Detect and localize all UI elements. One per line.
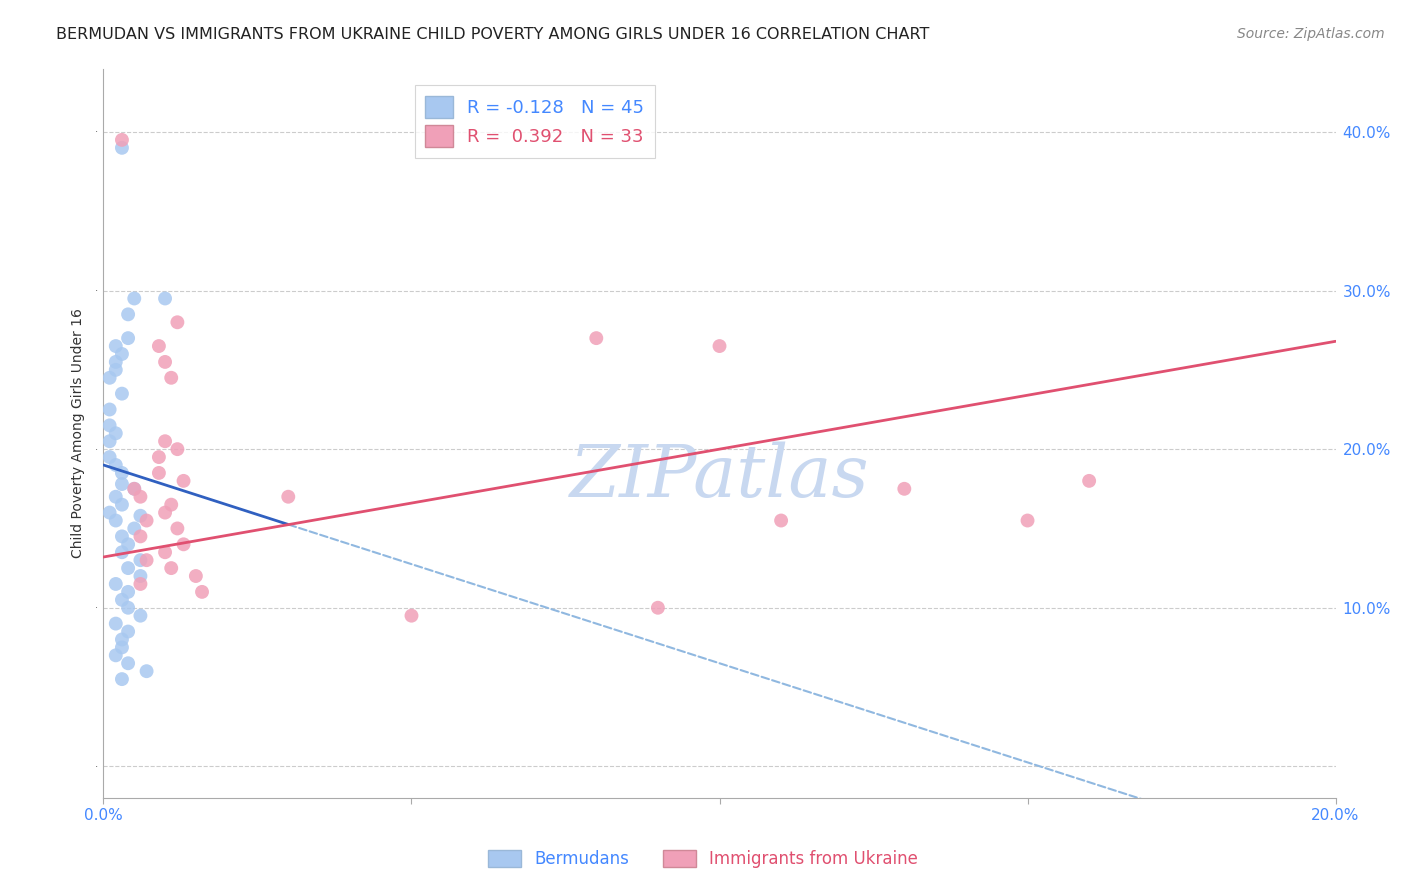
Point: [111, 592, 134, 607]
Point: [166, 521, 188, 535]
Point: [111, 477, 134, 491]
Point: [148, 450, 170, 464]
Point: [129, 577, 152, 591]
Legend: R = -0.128   N = 45, R =  0.392   N = 33: R = -0.128 N = 45, R = 0.392 N = 33: [415, 85, 655, 158]
Point: [117, 585, 139, 599]
Point: [117, 657, 139, 671]
Point: [117, 307, 139, 321]
Text: Source: ZipAtlas.com: Source: ZipAtlas.com: [1237, 27, 1385, 41]
Point: [104, 339, 127, 353]
Point: [104, 426, 127, 441]
Legend: Bermudans, Immigrants from Ukraine: Bermudans, Immigrants from Ukraine: [481, 843, 925, 875]
Point: [104, 616, 127, 631]
Point: [117, 624, 139, 639]
Point: [111, 632, 134, 647]
Point: [191, 585, 214, 599]
Point: [148, 339, 170, 353]
Point: [104, 514, 127, 528]
Point: [709, 339, 731, 353]
Point: [104, 363, 127, 377]
Point: [148, 466, 170, 480]
Point: [122, 521, 145, 535]
Point: [135, 514, 157, 528]
Point: [111, 141, 134, 155]
Point: [129, 608, 152, 623]
Point: [893, 482, 915, 496]
Point: [104, 458, 127, 472]
Point: [153, 506, 176, 520]
Point: [122, 482, 145, 496]
Point: [111, 545, 134, 559]
Point: [111, 386, 134, 401]
Point: [160, 561, 183, 575]
Point: [135, 553, 157, 567]
Point: [111, 672, 134, 686]
Point: [166, 315, 188, 329]
Point: [111, 498, 134, 512]
Point: [160, 371, 183, 385]
Point: [129, 553, 152, 567]
Point: [173, 537, 195, 551]
Point: [104, 577, 127, 591]
Point: [117, 600, 139, 615]
Point: [585, 331, 607, 345]
Point: [111, 466, 134, 480]
Point: [98, 402, 121, 417]
Point: [153, 434, 176, 449]
Point: [111, 529, 134, 543]
Point: [770, 514, 793, 528]
Point: [166, 442, 188, 457]
Point: [173, 474, 195, 488]
Point: [401, 608, 423, 623]
Point: [117, 561, 139, 575]
Point: [647, 600, 669, 615]
Point: [129, 529, 152, 543]
Point: [117, 331, 139, 345]
Point: [153, 355, 176, 369]
Point: [129, 490, 152, 504]
Point: [117, 537, 139, 551]
Text: BERMUDAN VS IMMIGRANTS FROM UKRAINE CHILD POVERTY AMONG GIRLS UNDER 16 CORRELATI: BERMUDAN VS IMMIGRANTS FROM UKRAINE CHIL…: [56, 27, 929, 42]
Point: [1078, 474, 1101, 488]
Y-axis label: Child Poverty Among Girls Under 16: Child Poverty Among Girls Under 16: [72, 309, 86, 558]
Point: [98, 506, 121, 520]
Point: [122, 292, 145, 306]
Point: [98, 434, 121, 449]
Point: [160, 498, 183, 512]
Point: [277, 490, 299, 504]
Point: [129, 569, 152, 583]
Point: [104, 355, 127, 369]
Point: [1017, 514, 1039, 528]
Point: [98, 371, 121, 385]
Point: [98, 450, 121, 464]
Point: [129, 508, 152, 523]
Point: [104, 490, 127, 504]
Point: [111, 347, 134, 361]
Point: [135, 664, 157, 678]
Point: [153, 292, 176, 306]
Point: [111, 640, 134, 655]
Point: [122, 482, 145, 496]
Point: [111, 133, 134, 147]
Point: [153, 545, 176, 559]
Point: [98, 418, 121, 433]
Point: [184, 569, 207, 583]
Text: ZIPatlas: ZIPatlas: [569, 442, 869, 512]
Point: [104, 648, 127, 663]
